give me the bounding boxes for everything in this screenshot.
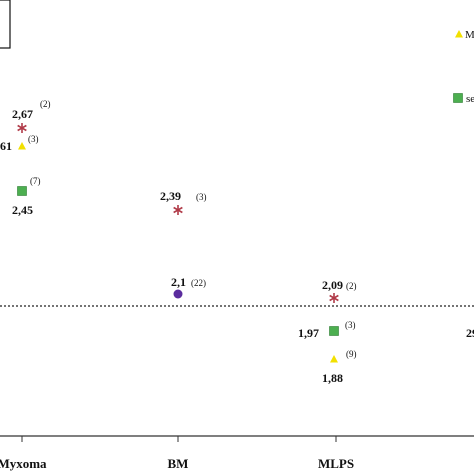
data-point-asterisk	[173, 205, 183, 215]
data-point-triangle	[330, 355, 338, 363]
legend-box-fragment	[0, 0, 11, 49]
data-label: 2,45	[12, 203, 33, 217]
data-point-triangle	[18, 142, 26, 150]
legend-marker-square	[453, 93, 463, 103]
data-point-asterisk	[17, 123, 27, 133]
sample-count-label: (7)	[30, 176, 41, 186]
data-label: 61	[0, 139, 12, 153]
data-point-circle	[173, 289, 183, 299]
data-point-square	[329, 326, 339, 336]
legend-label: M	[465, 29, 474, 41]
sample-count-label: (2)	[40, 99, 51, 109]
data-label: 2,1	[171, 275, 186, 289]
data-point-square	[17, 186, 27, 196]
edge-fragment-label: 29	[466, 326, 474, 340]
legend-label: se	[466, 93, 474, 105]
x-tick-label: Myxoma	[0, 456, 47, 471]
sample-count-label: (3)	[345, 320, 356, 330]
data-label: 1,97	[298, 326, 319, 340]
data-label: 2,09	[322, 278, 343, 292]
x-tick-label: MLPS	[318, 456, 354, 471]
data-label: 2,39	[160, 189, 181, 203]
sample-count-label: (2)	[346, 281, 357, 291]
sample-count-label: (22)	[191, 278, 206, 288]
data-label: 1,88	[322, 371, 343, 385]
x-tick-label: BM	[168, 456, 189, 471]
sample-count-label: (3)	[196, 192, 207, 202]
data-point-asterisk	[329, 293, 339, 303]
sample-count-label: (9)	[346, 349, 357, 359]
legend-marker-triangle	[455, 30, 463, 38]
data-label: 2,67	[12, 107, 33, 121]
sample-count-label: (3)	[28, 134, 39, 144]
